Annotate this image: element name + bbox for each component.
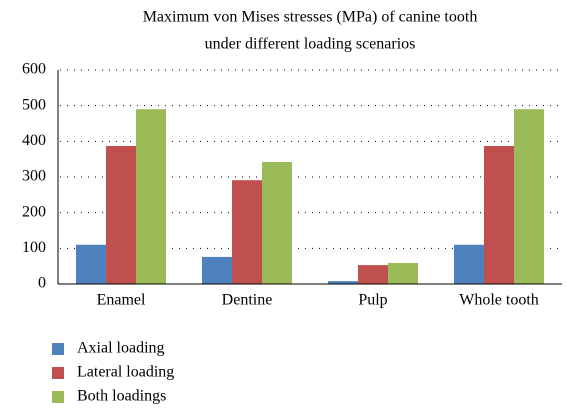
bar <box>328 281 358 284</box>
bar <box>202 256 232 284</box>
x-tick-label: Enamel <box>97 292 146 309</box>
bar <box>454 244 484 284</box>
legend-swatch <box>52 367 64 379</box>
x-tick-label: Dentine <box>222 292 273 309</box>
legend-swatch <box>52 391 64 403</box>
legend-label: Both loadings <box>77 388 166 405</box>
chart-title: under different loading scenarios <box>205 36 416 53</box>
y-tick-label: 0 <box>38 275 46 292</box>
bar <box>484 145 514 284</box>
bar <box>388 262 418 284</box>
bar <box>76 244 106 284</box>
y-tick-label: 200 <box>22 203 46 220</box>
x-tick-label: Pulp <box>358 292 387 309</box>
y-tick-label: 100 <box>22 239 46 256</box>
legend-label: Axial loading <box>77 340 165 357</box>
bar <box>514 109 544 284</box>
y-tick-label: 500 <box>22 96 46 113</box>
bar <box>232 180 262 284</box>
legend-swatch <box>52 343 64 355</box>
bar <box>262 162 292 284</box>
bar <box>106 145 136 284</box>
x-tick-label: Whole tooth <box>459 292 539 309</box>
y-tick-label: 300 <box>22 168 46 185</box>
chart-title: Maximum von Mises stresses (MPa) of cani… <box>143 9 478 26</box>
y-tick-label: 400 <box>22 132 46 149</box>
bar <box>136 109 166 284</box>
legend-label: Lateral loading <box>77 364 174 381</box>
y-tick-label: 600 <box>22 61 46 78</box>
bar <box>358 265 388 284</box>
